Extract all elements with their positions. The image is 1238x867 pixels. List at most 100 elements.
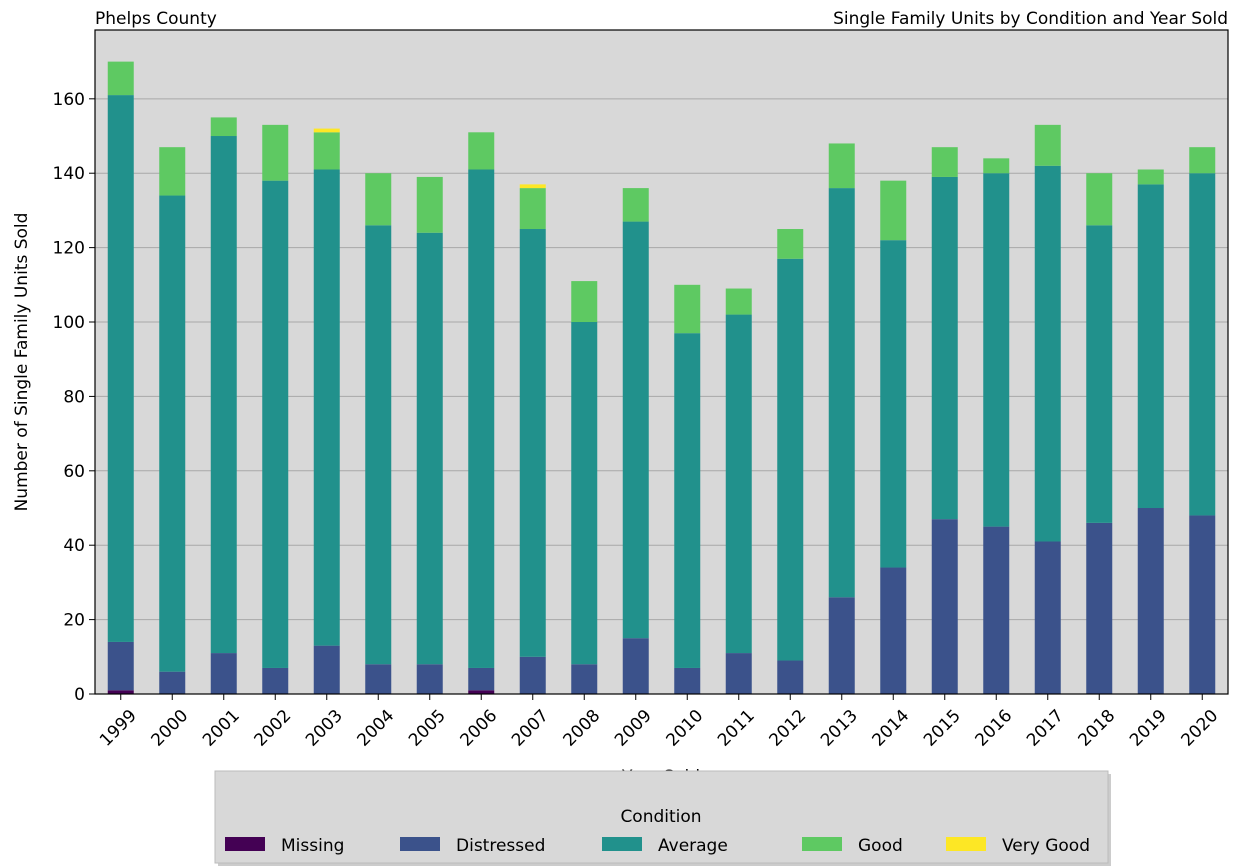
bar-segment [1034,541,1061,694]
bar-segment [777,258,804,661]
bar-segment [107,61,134,96]
bar-segment [1034,124,1061,166]
bar-segment [313,645,340,694]
bar-segment [1137,169,1164,185]
bar-segment [1189,173,1216,516]
plot-frame [94,29,1229,695]
bar-segment [725,653,752,694]
bar-segment [365,173,392,226]
legend-swatch [946,837,986,851]
bar-segment [622,638,649,694]
x-tick-label: 2020 [1178,706,1223,751]
legend-label: Very Good [1002,836,1090,856]
bar-segment [1189,515,1216,694]
x-tick-label: 2000 [148,706,193,751]
bar-segment [1137,184,1164,509]
bar-segment [159,195,186,672]
y-tick-label: 80 [63,387,85,407]
bar-segment [622,221,649,639]
x-tick-label: 2016 [972,706,1017,751]
bar-segment [983,158,1010,174]
x-tick-label: 2007 [508,706,553,751]
x-tick-label: 2012 [766,706,811,751]
bar-segment [210,653,237,694]
bar-segment [622,188,649,222]
bar-segment [880,180,907,241]
x-tick-label: 2011 [714,706,759,751]
bar-segment [416,176,443,233]
bar-segment [983,526,1010,694]
legend: Condition Missing Distressed Average Good Ve… [214,770,1111,866]
bar-segment [571,322,598,665]
bar-segment [313,132,340,170]
bar-segment [468,667,495,691]
x-tick-label: 2008 [560,706,605,751]
legend-swatch [225,837,265,851]
bar-segment [416,664,443,694]
bar-segment [931,147,958,177]
bar-segment [159,147,186,196]
bar-segment [777,229,804,259]
bar-segment [725,314,752,654]
bar-segment [107,95,134,642]
bar-segment [828,143,855,189]
x-tick-label: 2010 [663,706,708,751]
legend-swatch [602,837,642,851]
y-tick-label: 140 [53,164,85,184]
bar-segment [210,136,237,654]
bar-segment [674,284,701,334]
y-tick-label: 0 [74,685,85,705]
bar-segment [262,124,289,181]
bar-segment [365,664,392,694]
x-tick-label: 2006 [457,706,502,751]
bar-segment [931,519,958,694]
x-tick-label: 1999 [96,706,141,751]
x-tick-label: 2019 [1126,706,1171,751]
bar-segment [519,656,546,694]
legend-title: Condition [620,807,701,827]
bar-segment [674,333,701,668]
bar-segment [365,225,392,665]
bar-segment [983,173,1010,527]
bar-segment [262,667,289,694]
x-tick-label: 2003 [302,706,347,751]
bar-segment [571,664,598,694]
x-tick-label: 2004 [354,706,399,751]
bar-segment [931,176,958,520]
x-tick-label: 2005 [405,706,450,751]
legend-swatch [802,837,842,851]
legend-label: Missing [281,836,344,856]
bar-segment [725,288,752,315]
bar-segment [571,281,598,323]
x-tick-label: 2018 [1075,706,1120,751]
bar-segment [416,232,443,665]
bar-segment [777,660,804,694]
bar-segment [1086,522,1113,694]
x-tick-label: 2015 [920,706,965,751]
y-tick-label: 100 [53,313,85,333]
y-tick-label: 40 [63,536,85,556]
bar-segment [1086,173,1113,226]
x-tick-label: 2017 [1023,706,1068,751]
y-axis-label: Number of Single Family Units Sold [12,213,32,512]
bar-segment [107,690,134,694]
y-tick-label: 20 [63,611,85,631]
x-tick-label: 2001 [199,706,244,751]
legend-label: Good [858,836,903,856]
bar-segment [1189,147,1216,174]
bar-segment [159,671,186,694]
y-tick-label: 60 [63,462,85,482]
bar-segment [880,240,907,568]
x-tick-label: 2002 [251,706,296,751]
x-tick-label: 2014 [869,706,914,751]
bar-segment [519,229,546,657]
bar-segment [519,188,546,230]
bar-segment [674,667,701,694]
bar-segment [313,169,340,646]
x-tick-label: 2009 [611,706,656,751]
bar-segment [828,597,855,694]
bar-segment [880,567,907,694]
bar-segment [210,117,237,137]
chart-subtitle: Phelps County [95,9,217,29]
